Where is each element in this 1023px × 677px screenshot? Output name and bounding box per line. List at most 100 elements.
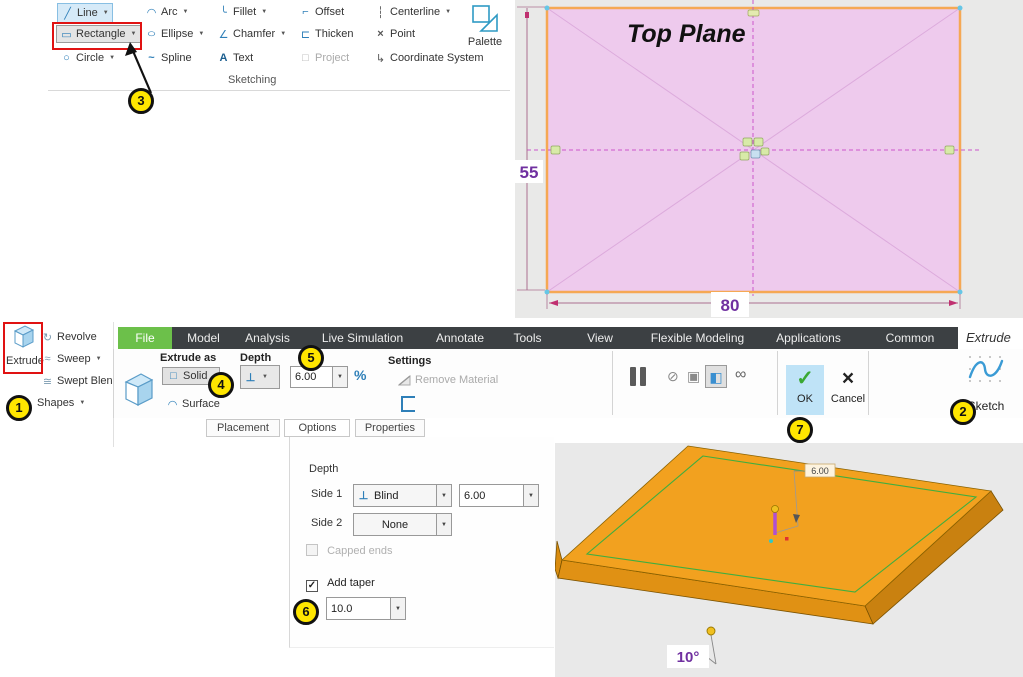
rectangle-button[interactable]: ▭ Rectangle ▼: [56, 25, 141, 43]
dropdown-arrow-icon[interactable]: ▼: [95, 356, 102, 362]
dashboard-panel-tabs: Placement Options Properties: [206, 419, 425, 437]
fillet-button[interactable]: ╰ Fillet ▼: [217, 3, 267, 21]
spline-button[interactable]: ~ Spline: [145, 49, 191, 67]
side1-type-dropdown[interactable]: ⊥ Blind ▼: [353, 484, 452, 507]
dropdown-arrow-icon[interactable]: ▼: [445, 9, 452, 15]
taper-value-combo[interactable]: 10.0 ▼: [326, 597, 406, 620]
dropdown-arrow-icon[interactable]: ▼: [332, 367, 347, 387]
tab-view[interactable]: View: [587, 331, 613, 345]
shaded-preview-button[interactable]: ◧: [705, 365, 727, 388]
swept-blend-button[interactable]: ≅ Swept Blend: [41, 372, 119, 390]
cancel-button[interactable]: × Cancel: [828, 365, 868, 415]
arc-button[interactable]: ◠ Arc ▼: [145, 3, 189, 21]
tab-common[interactable]: Common: [885, 331, 935, 345]
revolve-icon: ↻: [42, 331, 53, 344]
ellipse-label: Ellipse: [161, 28, 194, 40]
dropdown-arrow-icon[interactable]: ▼: [261, 9, 268, 15]
dropdown-arrow-icon[interactable]: ▼: [523, 485, 538, 506]
remove-material-label: Remove Material: [415, 374, 499, 386]
add-taper-checkbox-row[interactable]: ✓ Add taper: [306, 577, 375, 592]
pause-icon: [630, 367, 636, 386]
tab-options[interactable]: Options: [284, 419, 351, 437]
dropdown-arrow-icon[interactable]: ▼: [182, 9, 189, 15]
callout-4: 4: [208, 372, 234, 398]
depth-type-button[interactable]: ⊥ ▼: [240, 365, 280, 389]
ok-button[interactable]: ✓ OK: [786, 365, 824, 415]
tab-properties[interactable]: Properties: [354, 419, 425, 437]
revolve-button[interactable]: ↻ Revolve: [41, 328, 97, 346]
coordinate-system-button[interactable]: ↳ Coordinate System: [374, 49, 484, 67]
tab-applications[interactable]: Applications: [776, 331, 841, 345]
dropdown-arrow-icon[interactable]: ▼: [109, 55, 116, 61]
pause-button[interactable]: [630, 367, 646, 386]
taper-value[interactable]: 10.0: [331, 602, 353, 615]
point-label: Point: [390, 28, 416, 40]
side2-label: Side 2: [311, 517, 343, 529]
depth-drag-handle[interactable]: [769, 505, 789, 544]
point-button[interactable]: × Point: [374, 25, 415, 43]
dim-80-label[interactable]: 80: [721, 296, 740, 315]
text-button[interactable]: A Text: [217, 49, 254, 67]
wireframe-preview-button[interactable]: ▣: [687, 368, 701, 384]
flip-direction-icon[interactable]: %: [354, 367, 367, 383]
circle-button[interactable]: ○ Circle ▼: [60, 49, 115, 67]
tab-placement[interactable]: Placement: [206, 419, 280, 437]
surface-button[interactable]: ◠ Surface: [166, 395, 220, 413]
taper-angle-label: 10°: [677, 649, 700, 666]
corner-settings-icon[interactable]: [401, 396, 415, 412]
arc-label: Arc: [161, 6, 178, 18]
dropdown-arrow-icon[interactable]: ▼: [130, 31, 137, 37]
tab-file[interactable]: File: [118, 327, 172, 349]
sketch-outline[interactable]: [585, 455, 978, 593]
extrude-button[interactable]: Extrude: [6, 324, 44, 367]
sketch-button[interactable]: Sketch: [953, 353, 1019, 415]
side1-value-combo[interactable]: 6.00 ▼: [459, 484, 539, 507]
sweep-button[interactable]: ≈ Sweep ▼: [41, 350, 102, 368]
add-taper-checkbox[interactable]: ✓: [306, 580, 318, 592]
ellipse-button[interactable]: ○ Ellipse ▼: [145, 25, 205, 43]
remove-material-button: Remove Material: [398, 371, 498, 389]
dropdown-arrow-icon[interactable]: ▼: [436, 485, 451, 506]
text-icon: A: [219, 52, 228, 64]
thicken-button[interactable]: ⊏ Thicken: [299, 25, 354, 43]
model-canvas[interactable]: 6.00 10°: [554, 443, 1023, 677]
dropdown-arrow-icon[interactable]: ▼: [280, 31, 287, 37]
line-button[interactable]: ╱ Line ▼: [57, 3, 113, 23]
capped-ends-checkbox-row: Capped ends: [306, 544, 393, 557]
chamfer-label: Chamfer: [233, 28, 276, 40]
offset-button[interactable]: ⌐ Offset: [299, 3, 344, 21]
tab-flexible-modeling[interactable]: Flexible Modeling: [650, 331, 745, 345]
tab-model[interactable]: Model: [187, 331, 220, 345]
glasses-preview-button[interactable]: ∞: [735, 366, 747, 383]
palette-button[interactable]: Palette: [462, 2, 508, 62]
dropdown-arrow-icon[interactable]: ▼: [436, 514, 451, 535]
side1-depth-value[interactable]: 6.00: [464, 489, 486, 502]
tab-tools[interactable]: Tools: [513, 331, 542, 345]
shapes-dropdown[interactable]: Shapes ▼: [37, 394, 85, 412]
tab-annotate[interactable]: Annotate: [435, 331, 485, 345]
width-dimension[interactable]: 80: [546, 292, 961, 317]
tab-analysis[interactable]: Analysis: [245, 331, 290, 345]
depth-dimension-widget[interactable]: 6.00: [774, 463, 836, 534]
side1-label: Side 1: [311, 488, 343, 500]
height-dimension[interactable]: 55: [515, 6, 545, 291]
dropdown-arrow-icon[interactable]: ▼: [262, 374, 268, 380]
extrude-dashboard: Extrude as □ Solid ◠ Surface Depth ⊥ ▼ 6…: [113, 349, 1023, 418]
depth-value[interactable]: 6.00: [295, 371, 317, 383]
extrude-label: Extrude: [6, 355, 44, 367]
chamfer-button[interactable]: ∠ Chamfer ▼: [217, 25, 287, 43]
centerline-button[interactable]: ┆ Centerline ▼: [374, 3, 451, 21]
tab-live-simulation[interactable]: Live Simulation: [321, 331, 404, 345]
pause-icon: [640, 367, 646, 386]
dropdown-arrow-icon[interactable]: ▼: [198, 31, 205, 37]
sketch-canvas[interactable]: 55 80 Top Plane: [515, 0, 1023, 318]
dim-55-label[interactable]: 55: [520, 163, 539, 182]
dropdown-arrow-icon[interactable]: ▼: [79, 400, 86, 406]
add-taper-label: Add taper: [327, 577, 375, 589]
depth-value-combo[interactable]: 6.00 ▼: [290, 366, 348, 388]
taper-angle-widget[interactable]: 10°: [667, 626, 717, 668]
dropdown-arrow-icon[interactable]: ▼: [390, 598, 405, 619]
dropdown-arrow-icon[interactable]: ▼: [102, 10, 109, 16]
no-preview-button[interactable]: ⊘: [667, 368, 679, 384]
side2-type-dropdown[interactable]: None ▼: [353, 513, 452, 536]
